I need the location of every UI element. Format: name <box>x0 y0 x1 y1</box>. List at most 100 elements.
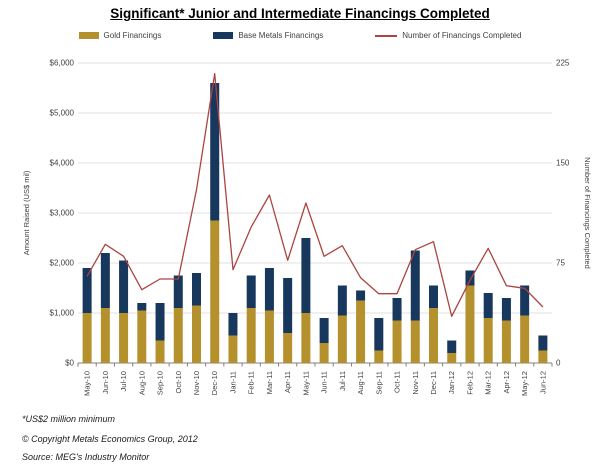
x-tick-label: Jul-10 <box>119 371 128 391</box>
footnote-copyright: © Copyright Metals Economics Group, 2012 <box>22 434 198 444</box>
x-tick-label: Apr-11 <box>283 371 292 393</box>
legend-item-gold: Gold Financings <box>78 31 162 40</box>
bar-segment-base-metals <box>447 340 457 353</box>
x-tick-label: Mar-11 <box>265 371 274 394</box>
bar-segment-base-metals <box>392 298 402 321</box>
bar-segment-base-metals <box>501 298 511 321</box>
bar-segment-base-metals <box>173 275 183 308</box>
x-tick-label: Dec-11 <box>429 371 438 395</box>
x-tick-label: Oct-11 <box>393 371 402 393</box>
bar-segment-base-metals <box>374 318 384 351</box>
x-axis <box>77 362 553 367</box>
bar-segment-base-metals <box>356 290 366 301</box>
bar-segment-gold <box>447 353 457 363</box>
legend-label-base-metals: Base Metals Financings <box>238 31 324 40</box>
bar-segment-base-metals <box>82 268 92 313</box>
left-tick-label: $6,000 <box>50 59 75 68</box>
legend-item-base-metals: Base Metals Financings <box>213 31 323 40</box>
x-tick-label: Feb-11 <box>247 371 256 394</box>
x-tick-label: Sep-11 <box>374 371 383 395</box>
right-tick-label: 225 <box>556 59 570 68</box>
right-axis-title: Number of Financings Completed <box>583 157 592 269</box>
bar-segment-base-metals <box>119 260 129 313</box>
bar-segment-gold <box>82 313 92 363</box>
bar-segment-gold <box>228 335 238 363</box>
left-tick-label: $3,000 <box>50 209 75 218</box>
x-tick-label: Nov-11 <box>411 371 420 395</box>
legend-label-line: Number of Financings Completed <box>402 31 522 40</box>
left-tick-label: $0 <box>65 359 74 368</box>
bar-segment-base-metals <box>155 303 165 341</box>
bar-segment-gold <box>119 313 129 363</box>
bar-segment-gold <box>301 313 311 363</box>
bar-segment-gold <box>374 350 384 363</box>
bar-segment-base-metals <box>210 83 220 221</box>
bar-segment-base-metals <box>246 275 256 308</box>
bar-segment-gold <box>210 220 220 363</box>
base-metals-swatch-icon <box>213 32 234 39</box>
bar-segment-gold <box>501 320 511 363</box>
right-tick-label: 150 <box>556 159 570 168</box>
bar-segment-gold <box>137 310 147 363</box>
x-tick-label: Jan-12 <box>447 371 456 394</box>
bar-segment-gold <box>337 315 347 363</box>
bar-segment-gold <box>538 350 548 363</box>
bar-segment-gold <box>283 333 293 363</box>
left-tick-label: $4,000 <box>50 159 75 168</box>
bar-segment-gold <box>520 315 530 363</box>
bar-segment-base-metals <box>264 268 274 311</box>
x-tick-label: Dec-10 <box>210 371 219 395</box>
bar-segment-base-metals <box>520 285 530 316</box>
left-axis-title: Amount Raised (US$ mil) <box>22 170 31 255</box>
right-tick-label: 75 <box>556 259 565 268</box>
x-tick-label: Nov-10 <box>192 371 201 395</box>
bar-segment-base-metals <box>283 278 293 333</box>
legend-label-gold: Gold Financings <box>103 31 162 40</box>
bar-segment-base-metals <box>483 293 493 318</box>
chart-area: $0 $1,000 $2,000 $3,000 $4,000 $5,000 $6,000 0 7… <box>0 50 600 405</box>
bar-segment-base-metals <box>410 250 420 321</box>
bar-segment-gold <box>356 300 366 363</box>
line-swatch-icon <box>375 34 398 37</box>
x-tick-label: Mar-12 <box>484 371 493 395</box>
bar-segment-gold <box>483 318 493 363</box>
x-axis-labels: May-10 Jun-10 Jul-10 Aug-10 Sep-10 Oct-10 Nov-… <box>83 371 548 396</box>
x-tick-label: May-12 <box>520 371 529 396</box>
x-tick-label: Feb-12 <box>465 371 474 395</box>
bar-segment-base-metals <box>228 313 238 336</box>
gridlines <box>78 62 552 314</box>
x-tick-label: Jun-12 <box>538 371 547 394</box>
x-tick-label: Aug-10 <box>137 371 146 395</box>
bar-segment-base-metals <box>465 270 475 286</box>
footnote-minimum: *US$2 million minimum <box>22 414 116 424</box>
bar-segment-gold <box>246 308 256 363</box>
bar-segment-gold <box>465 285 475 363</box>
bar-segment-gold <box>392 320 402 363</box>
x-tick-label: Apr-12 <box>502 371 511 394</box>
bar-segment-base-metals <box>319 318 329 343</box>
x-tick-label: May-10 <box>83 371 92 396</box>
left-tick-label: $5,000 <box>50 109 75 118</box>
financings-line <box>86 73 544 317</box>
bar-segment-gold <box>429 308 438 363</box>
left-tick-label: $2,000 <box>50 259 75 268</box>
x-tick-label: Jan-11 <box>228 371 237 393</box>
legend-item-line: Number of Financings Completed <box>375 31 521 40</box>
chart-svg: $0 $1,000 $2,000 $3,000 $4,000 $5,000 $6,000 0 7… <box>22 59 592 397</box>
x-tick-label: Jun-11 <box>320 371 329 393</box>
bar-segment-gold <box>100 308 110 363</box>
bar-segment-base-metals <box>301 238 311 313</box>
bar-segment-base-metals <box>429 285 438 308</box>
bar-segment-base-metals <box>137 303 147 311</box>
x-tick-label: Oct-10 <box>174 371 183 394</box>
gold-swatch-icon <box>78 32 99 39</box>
bar-segment-base-metals <box>538 335 548 351</box>
gold-bars <box>82 220 548 363</box>
bar-segment-gold <box>155 340 165 363</box>
left-tick-label: $1,000 <box>50 309 75 318</box>
bar-segment-gold <box>173 308 183 363</box>
right-axis-labels: 0 75 150 225 <box>556 59 570 368</box>
x-tick-label: May-11 <box>301 371 310 395</box>
left-axis-labels: $0 $1,000 $2,000 $3,000 $4,000 $5,000 $6,000 <box>50 59 75 368</box>
